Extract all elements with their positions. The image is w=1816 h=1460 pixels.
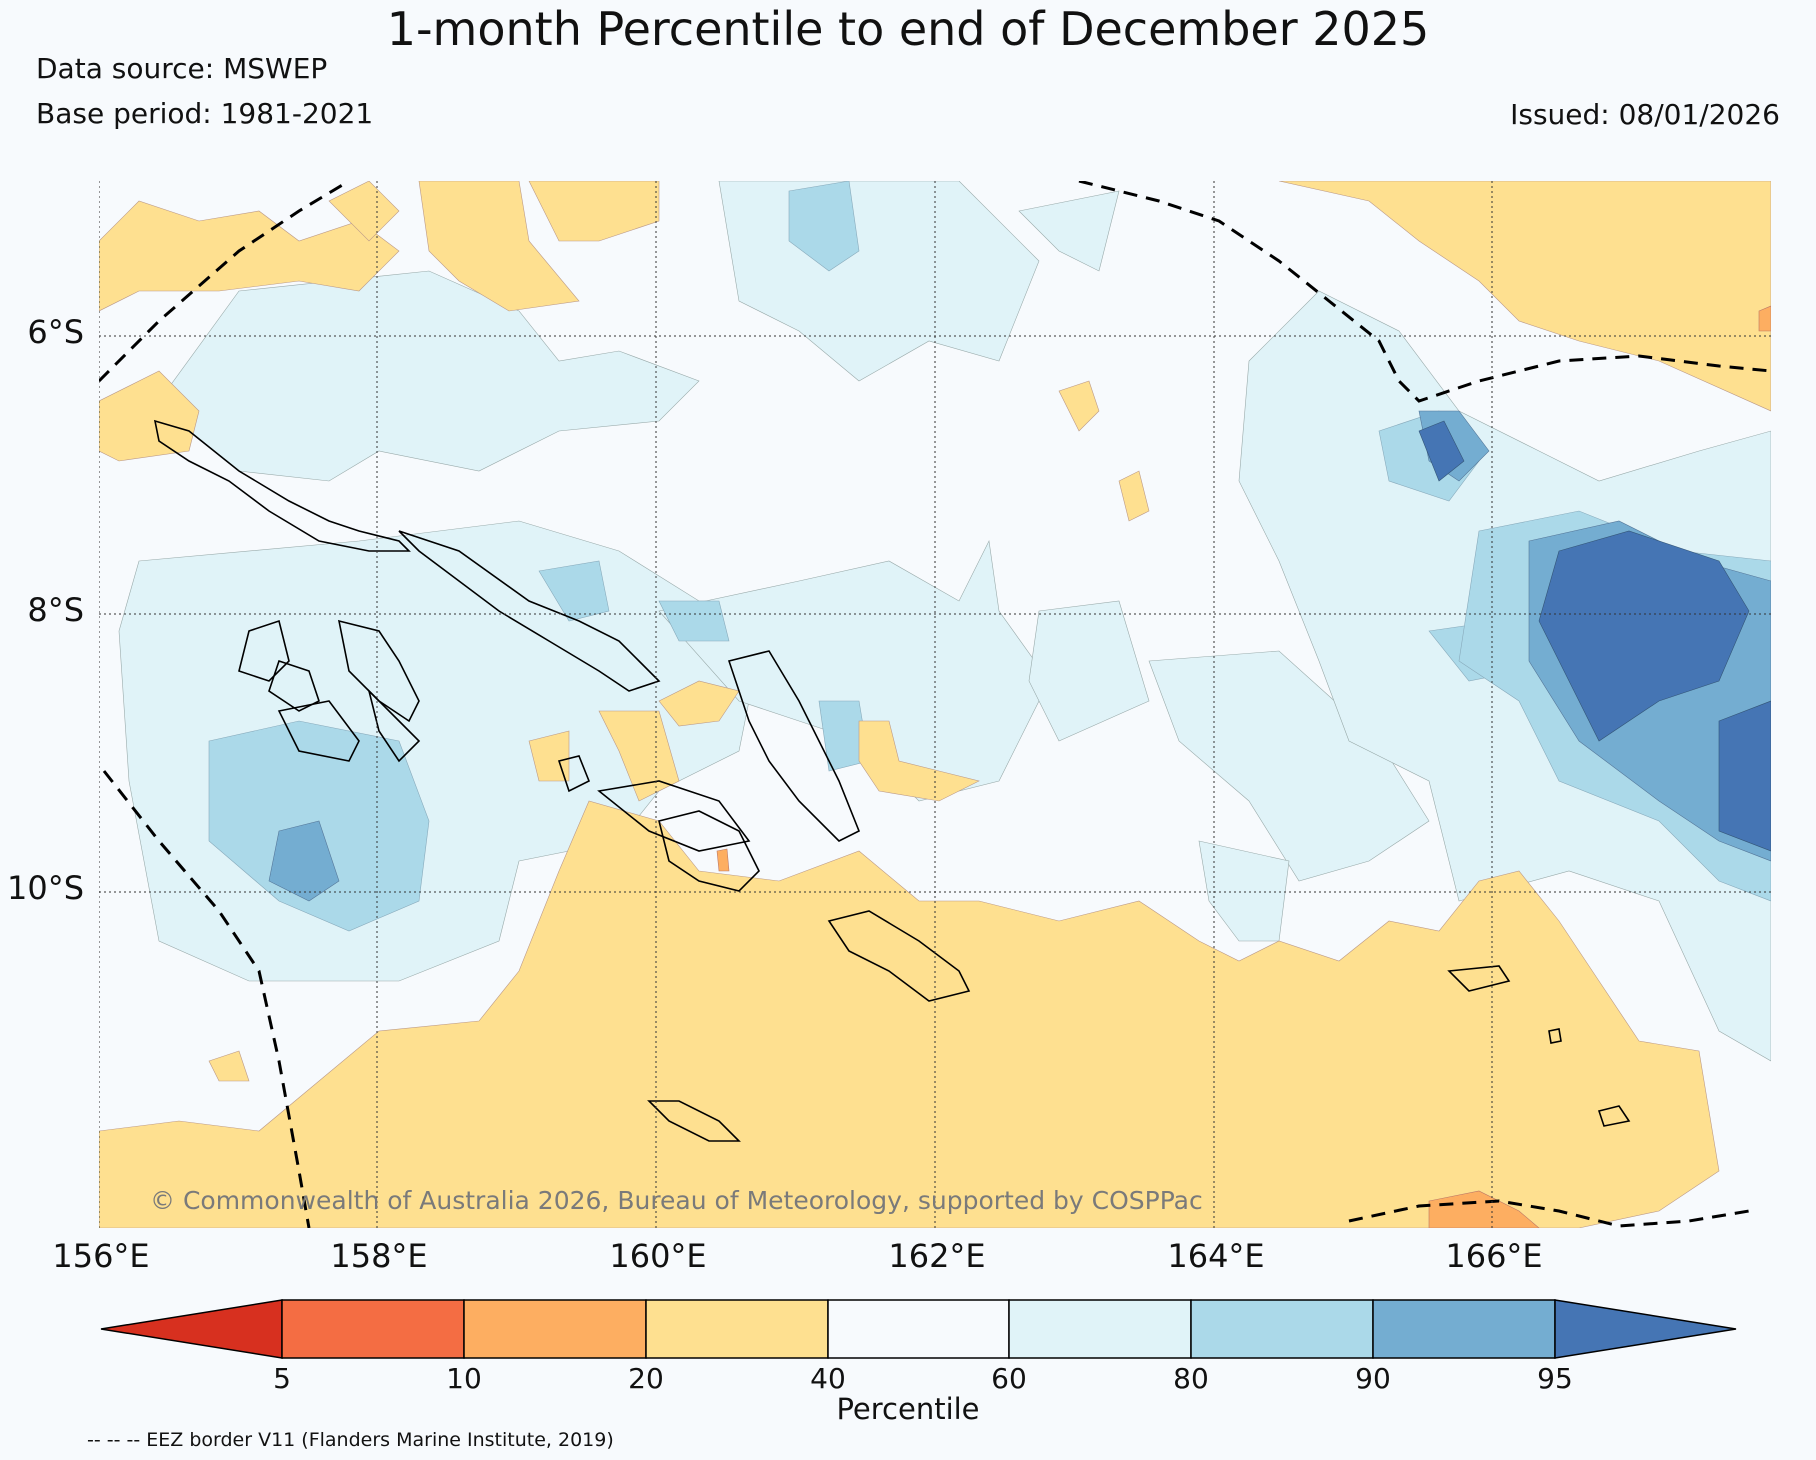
lon-label-158e: 158°E xyxy=(330,1237,428,1275)
colorbar-segment-90-95 xyxy=(1372,1299,1556,1359)
chart-title: 1-month Percentile to end of December 20… xyxy=(386,2,1430,56)
colorbar-tick-20: 20 xyxy=(628,1362,664,1395)
copyright-notice: © Commonwealth of Australia 2026, Bureau… xyxy=(150,1186,1203,1215)
colorbar-segment-10-20 xyxy=(463,1299,647,1359)
colorbar-segment-80-90 xyxy=(1190,1299,1374,1359)
colorbar-segment-above-95 xyxy=(1554,1299,1737,1359)
colorbar-tick-5: 5 xyxy=(273,1362,291,1395)
eez-border-note: -- -- -- EEZ border V11 (Flanders Marine… xyxy=(87,1429,614,1451)
lon-label-156e: 156°E xyxy=(52,1237,150,1275)
colorbar-tick-40: 40 xyxy=(810,1362,846,1395)
lon-label-162e: 162°E xyxy=(888,1237,986,1275)
colorbar-segment-5-10 xyxy=(281,1299,465,1359)
data-source-label: Data source: MSWEP xyxy=(36,52,328,85)
lat-label-8s: 8°S xyxy=(27,591,84,629)
lon-label-160e: 160°E xyxy=(609,1237,707,1275)
colorbar-segment-60-80 xyxy=(1008,1299,1192,1359)
lon-label-164e: 164°E xyxy=(1167,1237,1265,1275)
colorbar-segment-below-5 xyxy=(100,1299,283,1359)
lat-label-10s: 10°S xyxy=(6,869,84,907)
colorbar-tick-10: 10 xyxy=(446,1362,482,1395)
colorbar-label: Percentile xyxy=(836,1392,980,1426)
colorbar-tick-60: 60 xyxy=(991,1362,1027,1395)
colorbar xyxy=(100,1299,1737,1359)
colorbar-tick-95: 95 xyxy=(1537,1362,1573,1395)
lat-label-6s: 6°S xyxy=(27,313,84,351)
colorbar-segment-40-60 xyxy=(827,1299,1010,1359)
colorbar-segment-20-40 xyxy=(645,1299,829,1359)
base-period-label: Base period: 1981-2021 xyxy=(36,97,374,130)
colorbar-tick-90: 90 xyxy=(1355,1362,1391,1395)
lon-label-166e: 166°E xyxy=(1445,1237,1543,1275)
percentile-map xyxy=(99,181,1771,1228)
colorbar-tick-80: 80 xyxy=(1173,1362,1209,1395)
issued-date-label: Issued: 08/01/2026 xyxy=(1510,98,1780,131)
